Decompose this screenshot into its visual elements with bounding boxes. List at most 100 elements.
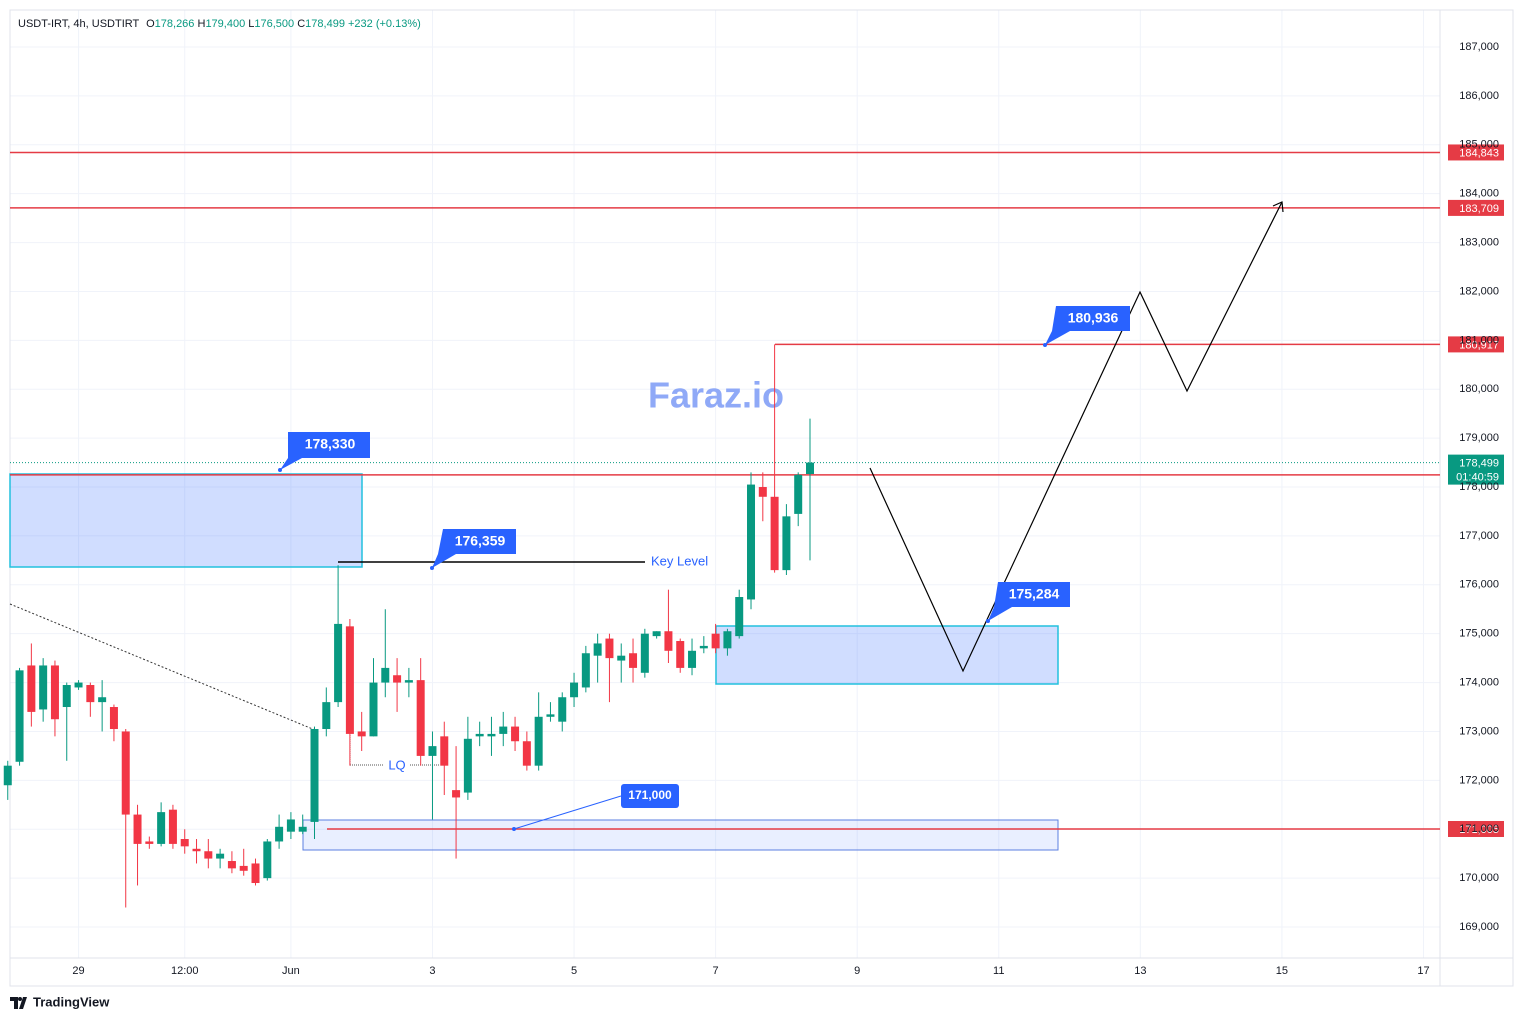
ohlc-label: H — [197, 18, 205, 30]
candle-body — [699, 645, 708, 649]
candle-body — [534, 716, 543, 766]
ohlc-value: 178,499 — [305, 18, 345, 30]
x-tick-label: 7 — [713, 965, 719, 977]
liquidity-zone — [302, 819, 1059, 851]
x-tick-label: 9 — [854, 965, 860, 977]
candle-body — [640, 633, 649, 673]
candle-body — [204, 851, 213, 859]
ohlc-label: O — [146, 18, 155, 30]
x-tick-label: 12:00 — [171, 965, 199, 977]
y-tick-label: 177,000 — [1459, 530, 1499, 542]
y-tick-label: 175,000 — [1459, 628, 1499, 640]
candle-body — [381, 667, 390, 683]
y-tick-label: 173,000 — [1459, 725, 1499, 737]
candle-body — [546, 714, 555, 717]
candle-body — [286, 819, 295, 832]
candle-body — [735, 597, 744, 637]
candle-body — [27, 665, 36, 712]
y-tick-label: 178,000 — [1459, 481, 1499, 493]
y-tick-label: 187,000 — [1459, 41, 1499, 53]
y-tick-label: 172,000 — [1459, 774, 1499, 786]
supply-zone — [9, 473, 363, 568]
candle-body — [133, 814, 142, 844]
projection-arrow — [1272, 201, 1284, 213]
candle-body — [109, 707, 118, 730]
grid — [10, 10, 1440, 958]
candle-body — [652, 631, 661, 637]
candle-body — [39, 665, 48, 710]
candle-body — [62, 685, 71, 708]
candle-body — [770, 496, 779, 571]
ohlc-value: 176,500 — [254, 18, 294, 30]
callout: 178,330 — [278, 432, 370, 472]
candle-body — [558, 697, 567, 722]
last-price-label: 178,499 — [1459, 458, 1499, 470]
level-tag — [1448, 144, 1504, 161]
level-label: 184,843 — [1459, 147, 1499, 159]
y-tick-label: 184,000 — [1459, 188, 1499, 200]
countdown: 01:40:59 — [1456, 472, 1499, 484]
candle-body — [617, 655, 626, 661]
candles — [3, 344, 815, 908]
y-tick-label: 171,000 — [1459, 823, 1499, 835]
y-tick-label: 179,000 — [1459, 432, 1499, 444]
x-tick-label: 17 — [1417, 965, 1429, 977]
callout: 176,359 — [430, 529, 516, 570]
candle-body — [3, 765, 12, 786]
candle-body — [393, 675, 402, 683]
callout-text: 176,359 — [455, 533, 506, 549]
candle-body — [322, 702, 331, 730]
candle-body — [711, 633, 720, 649]
candle-body — [688, 650, 697, 668]
trend-line — [9, 603, 316, 731]
candle-body — [15, 670, 24, 762]
callout: 171,000 — [512, 784, 679, 831]
brand-logo — [10, 997, 27, 1009]
candle-body — [345, 626, 354, 734]
candle-body — [581, 653, 590, 688]
candle-body — [676, 641, 685, 668]
candle-body — [98, 697, 107, 703]
callout-text: 178,330 — [305, 436, 356, 452]
last-price-tag — [1448, 454, 1504, 485]
level-tag — [1448, 199, 1504, 216]
callout-text: 180,936 — [1068, 310, 1119, 326]
candle-body — [806, 462, 815, 475]
candle-body — [475, 733, 484, 737]
y-tick-label: 186,000 — [1459, 90, 1499, 102]
candle-body — [74, 682, 83, 688]
candle-body — [121, 731, 130, 815]
candle-body — [251, 863, 260, 884]
y-tick-label: 185,000 — [1459, 139, 1499, 151]
level-label: 180,917 — [1459, 339, 1499, 351]
levels: 184,843183,709180,917178,248171,005178,4… — [10, 144, 1504, 837]
candle-body — [239, 865, 248, 871]
candle-body — [404, 680, 413, 683]
candle-body — [334, 623, 343, 703]
candle-body — [310, 729, 319, 822]
y-tick-label: 174,000 — [1459, 676, 1499, 688]
candle-body — [522, 741, 531, 766]
candle-body — [227, 861, 236, 869]
x-tick-label: 5 — [571, 965, 577, 977]
candle-body — [416, 680, 425, 756]
candle-body — [298, 826, 307, 832]
x-tick-label: Jun — [282, 965, 300, 977]
level-label: 183,709 — [1459, 203, 1499, 215]
x-tick-label: 13 — [1134, 965, 1146, 977]
candle-body — [192, 848, 201, 852]
candle-body — [216, 853, 225, 859]
y-tick-label: 180,000 — [1459, 383, 1499, 395]
candle-body — [747, 484, 756, 600]
candle-body — [570, 682, 579, 698]
ohlc-value: 178,266 — [155, 18, 195, 30]
candle-body — [487, 733, 496, 737]
y-tick-label: 183,000 — [1459, 236, 1499, 248]
callout: 180,936 — [1043, 306, 1130, 347]
candle-body — [357, 731, 366, 737]
level-tag — [1448, 820, 1504, 837]
candle-body — [452, 790, 461, 798]
change: +232 (+0.13%) — [348, 18, 421, 30]
x-tick-label: 15 — [1276, 965, 1288, 977]
